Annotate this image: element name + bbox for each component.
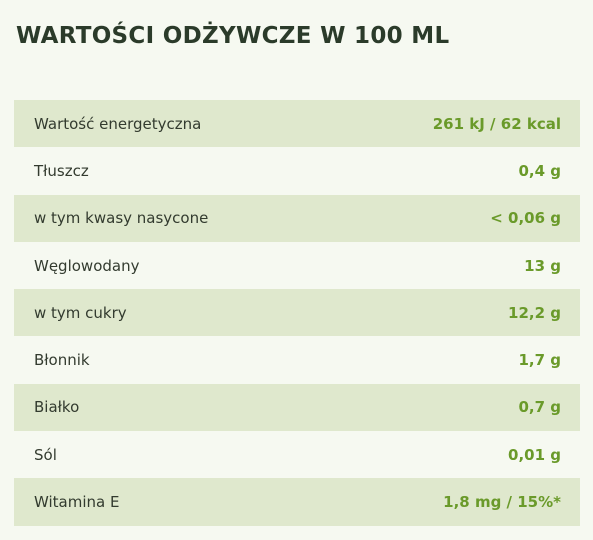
nutrient-value: 0,7 g [518, 398, 561, 417]
nutrient-value: 0,4 g [518, 161, 561, 180]
nutrient-label: Sól [34, 445, 57, 464]
nutrition-row-fiber: Błonnik 1,7 g [14, 336, 580, 384]
nutrition-table: Wartość energetyczna 261 kJ / 62 kcal Tł… [14, 100, 580, 526]
nutrient-value: < 0,06 g [490, 209, 561, 228]
nutrient-label: Węglowodany [34, 256, 140, 275]
nutrient-label: Tłuszcz [34, 161, 89, 180]
nutrient-value: 1,8 mg / 15%* [443, 493, 561, 512]
nutrient-value: 12,2 g [508, 303, 561, 322]
nutrient-label: Witamina E [34, 493, 120, 512]
nutrient-value: 261 kJ / 62 kcal [432, 114, 561, 133]
nutrient-label: Białko [34, 398, 80, 417]
nutrient-label: w tym cukry [34, 303, 127, 322]
nutrient-label: Wartość energetyczna [34, 114, 202, 133]
nutrient-value: 13 g [524, 256, 561, 275]
nutrition-row-salt: Sól 0,01 g [14, 431, 580, 479]
nutrition-row-saturated-fat: w tym kwasy nasycone < 0,06 g [14, 194, 580, 242]
nutrition-row-vitamin-e: Witamina E 1,8 mg / 15%* [14, 478, 580, 526]
nutrient-value: 0,01 g [508, 445, 561, 464]
nutrient-label: w tym kwasy nasycone [34, 209, 209, 228]
nutrition-row-energy: Wartość energetyczna 261 kJ / 62 kcal [14, 100, 580, 148]
nutrition-row-fat: Tłuszcz 0,4 g [14, 147, 580, 195]
nutrient-value: 1,7 g [518, 351, 561, 370]
nutrition-row-carbohydrates: Węglowodany 13 g [14, 241, 580, 290]
nutrition-row-sugars: w tym cukry 12,2 g [14, 289, 580, 337]
nutrient-label: Błonnik [34, 351, 90, 370]
nutrition-row-protein: Białko 0,7 g [14, 383, 580, 432]
nutrition-title: WARTOŚCI ODŻYWCZE W 100 ML [16, 23, 450, 49]
